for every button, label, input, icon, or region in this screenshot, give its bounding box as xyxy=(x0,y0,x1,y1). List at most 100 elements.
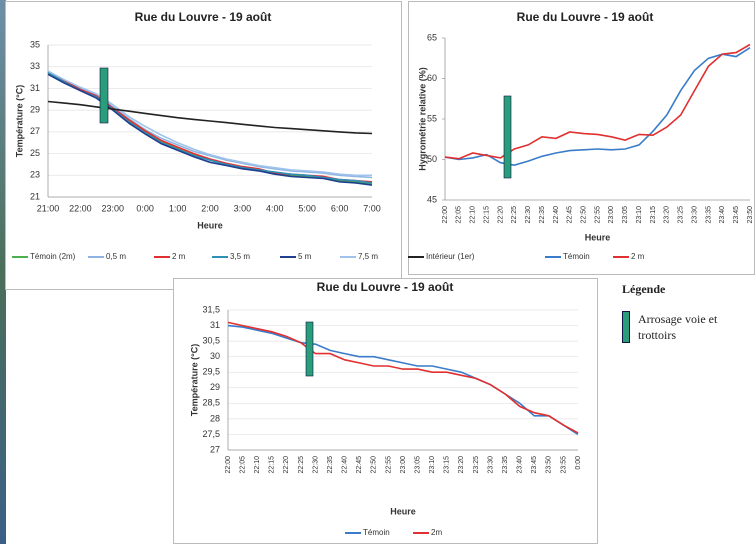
x-tick-label: 22:45 xyxy=(567,206,574,224)
x-tick-label: 23:45 xyxy=(531,456,538,474)
x-tick-label: 22:35 xyxy=(539,206,546,224)
legend-label: Témoin xyxy=(563,252,590,261)
y-tick-label: 25 xyxy=(30,148,40,158)
legend: Légende Arrosage voie et trottoirs xyxy=(622,282,752,343)
y-tick-label: 31 xyxy=(210,320,220,330)
x-tick-label: 23:50 xyxy=(747,206,754,224)
charts: Rue du Louvre - 19 août Température (°C) H… xyxy=(0,0,756,544)
x-tick-label: 22:45 xyxy=(356,456,363,474)
x-tick-label: 22:35 xyxy=(327,456,334,474)
x-tick-label: 22:10 xyxy=(254,456,261,474)
chart-title: Rue du Louvre - 19 août xyxy=(317,280,454,294)
x-tick-label: 0:00 xyxy=(136,203,154,213)
legend-label: 3,5 m xyxy=(230,252,250,261)
x-tick-label: 1:00 xyxy=(169,203,187,213)
y-tick-label: 50 xyxy=(427,154,437,164)
x-tick-label: 0:00 xyxy=(575,456,582,470)
x-tick-label: 22:00 xyxy=(225,456,232,474)
x-tick-label: 23:55 xyxy=(560,456,567,474)
page: {"chart_data": [ {"type": "line", "title… xyxy=(0,0,756,544)
legend-label: Arrosage voie et trottoirs xyxy=(638,311,738,343)
x-tick-label: 23:35 xyxy=(502,456,509,474)
x-tick-label: 22:15 xyxy=(269,456,276,474)
chart-title: Rue du Louvre - 19 août xyxy=(135,10,272,24)
x-tick-label: 23:10 xyxy=(636,206,643,224)
y-tick-label: 21 xyxy=(30,191,40,201)
x-tick-label: 7:00 xyxy=(363,203,381,213)
x-tick-label: 23:00 xyxy=(400,456,407,474)
y-axis-title: Température (°C) xyxy=(189,344,199,416)
legend-label: Intérieur (1er) xyxy=(426,252,475,261)
y-tick-label: 31 xyxy=(30,83,40,93)
y-tick-label: 29 xyxy=(210,382,220,392)
legend-row: Arrosage voie et trottoirs xyxy=(622,311,752,343)
x-tick-label: 22:55 xyxy=(594,206,601,224)
y-tick-label: 30 xyxy=(210,351,220,361)
x-axis-title: Heure xyxy=(390,506,416,516)
x-tick-label: 23:35 xyxy=(705,206,712,224)
y-tick-label: 31,5 xyxy=(202,304,220,314)
x-tick-label: 22:05 xyxy=(456,206,463,224)
legend-label: 5 m xyxy=(298,252,312,261)
y-tick-label: 60 xyxy=(427,73,437,83)
x-tick-label: 23:25 xyxy=(473,456,480,474)
x-tick-label: 22:00 xyxy=(442,206,449,224)
y-axis-title: Hygrométrie relative (%) xyxy=(417,67,427,171)
x-tick-label: 5:00 xyxy=(298,203,316,213)
legend-swatch xyxy=(622,311,630,343)
x-tick-label: 23:00 xyxy=(608,206,615,224)
x-tick-label: 22:05 xyxy=(239,456,246,474)
watering-marker xyxy=(100,68,108,123)
x-tick-label: 23:20 xyxy=(458,456,465,474)
chart-frame xyxy=(409,2,755,275)
y-tick-label: 45 xyxy=(427,194,437,204)
x-tick-label: 22:25 xyxy=(511,206,518,224)
x-axis-title: Heure xyxy=(585,232,611,242)
chart-title: Rue du Louvre - 19 août xyxy=(517,10,654,24)
x-tick-label: 22:50 xyxy=(371,456,378,474)
x-tick-label: 23:50 xyxy=(546,456,553,474)
y-tick-label: 27 xyxy=(30,126,40,136)
y-tick-label: 28 xyxy=(210,413,220,423)
x-tick-label: 22:00 xyxy=(69,203,92,213)
y-tick-label: 29,5 xyxy=(202,367,220,377)
x-tick-label: 23:20 xyxy=(664,206,671,224)
y-tick-label: 55 xyxy=(427,113,437,123)
x-tick-label: 23:25 xyxy=(678,206,685,224)
x-tick-label: 23:30 xyxy=(487,456,494,474)
x-tick-label: 22:15 xyxy=(483,206,490,224)
x-tick-label: 23:00 xyxy=(102,203,125,213)
x-tick-label: 22:20 xyxy=(497,206,504,224)
x-tick-label: 23:15 xyxy=(650,206,657,224)
legend-label: Témoin (2m) xyxy=(30,252,76,261)
x-tick-label: 21:00 xyxy=(37,203,60,213)
x-tick-label: 23:15 xyxy=(444,456,451,474)
x-tick-label: 22:55 xyxy=(385,456,392,474)
x-tick-label: 22:50 xyxy=(580,206,587,224)
legend-label: 2m xyxy=(431,528,442,537)
x-tick-label: 22:25 xyxy=(298,456,305,474)
y-tick-label: 30,5 xyxy=(202,335,220,345)
y-tick-label: 29 xyxy=(30,105,40,115)
x-tick-label: 22:30 xyxy=(525,206,532,224)
y-tick-label: 65 xyxy=(427,32,437,42)
y-tick-label: 35 xyxy=(30,39,40,49)
x-tick-label: 22:10 xyxy=(470,206,477,224)
x-tick-label: 23:45 xyxy=(733,206,740,224)
legend-label: 0,5 m xyxy=(106,252,126,261)
x-tick-label: 22:20 xyxy=(283,456,290,474)
watering-marker xyxy=(504,96,511,178)
watering-marker xyxy=(306,322,313,376)
x-tick-label: 2:00 xyxy=(201,203,219,213)
chart-frame xyxy=(174,279,598,544)
x-tick-label: 23:05 xyxy=(414,456,421,474)
x-tick-label: 3:00 xyxy=(234,203,252,213)
x-axis-title: Heure xyxy=(197,220,223,230)
y-tick-label: 23 xyxy=(30,170,40,180)
x-tick-label: 22:30 xyxy=(312,456,319,474)
x-tick-label: 6:00 xyxy=(331,203,349,213)
x-tick-label: 23:40 xyxy=(517,456,524,474)
x-tick-label: 23:10 xyxy=(429,456,436,474)
y-tick-label: 33 xyxy=(30,61,40,71)
x-tick-label: 23:30 xyxy=(691,206,698,224)
